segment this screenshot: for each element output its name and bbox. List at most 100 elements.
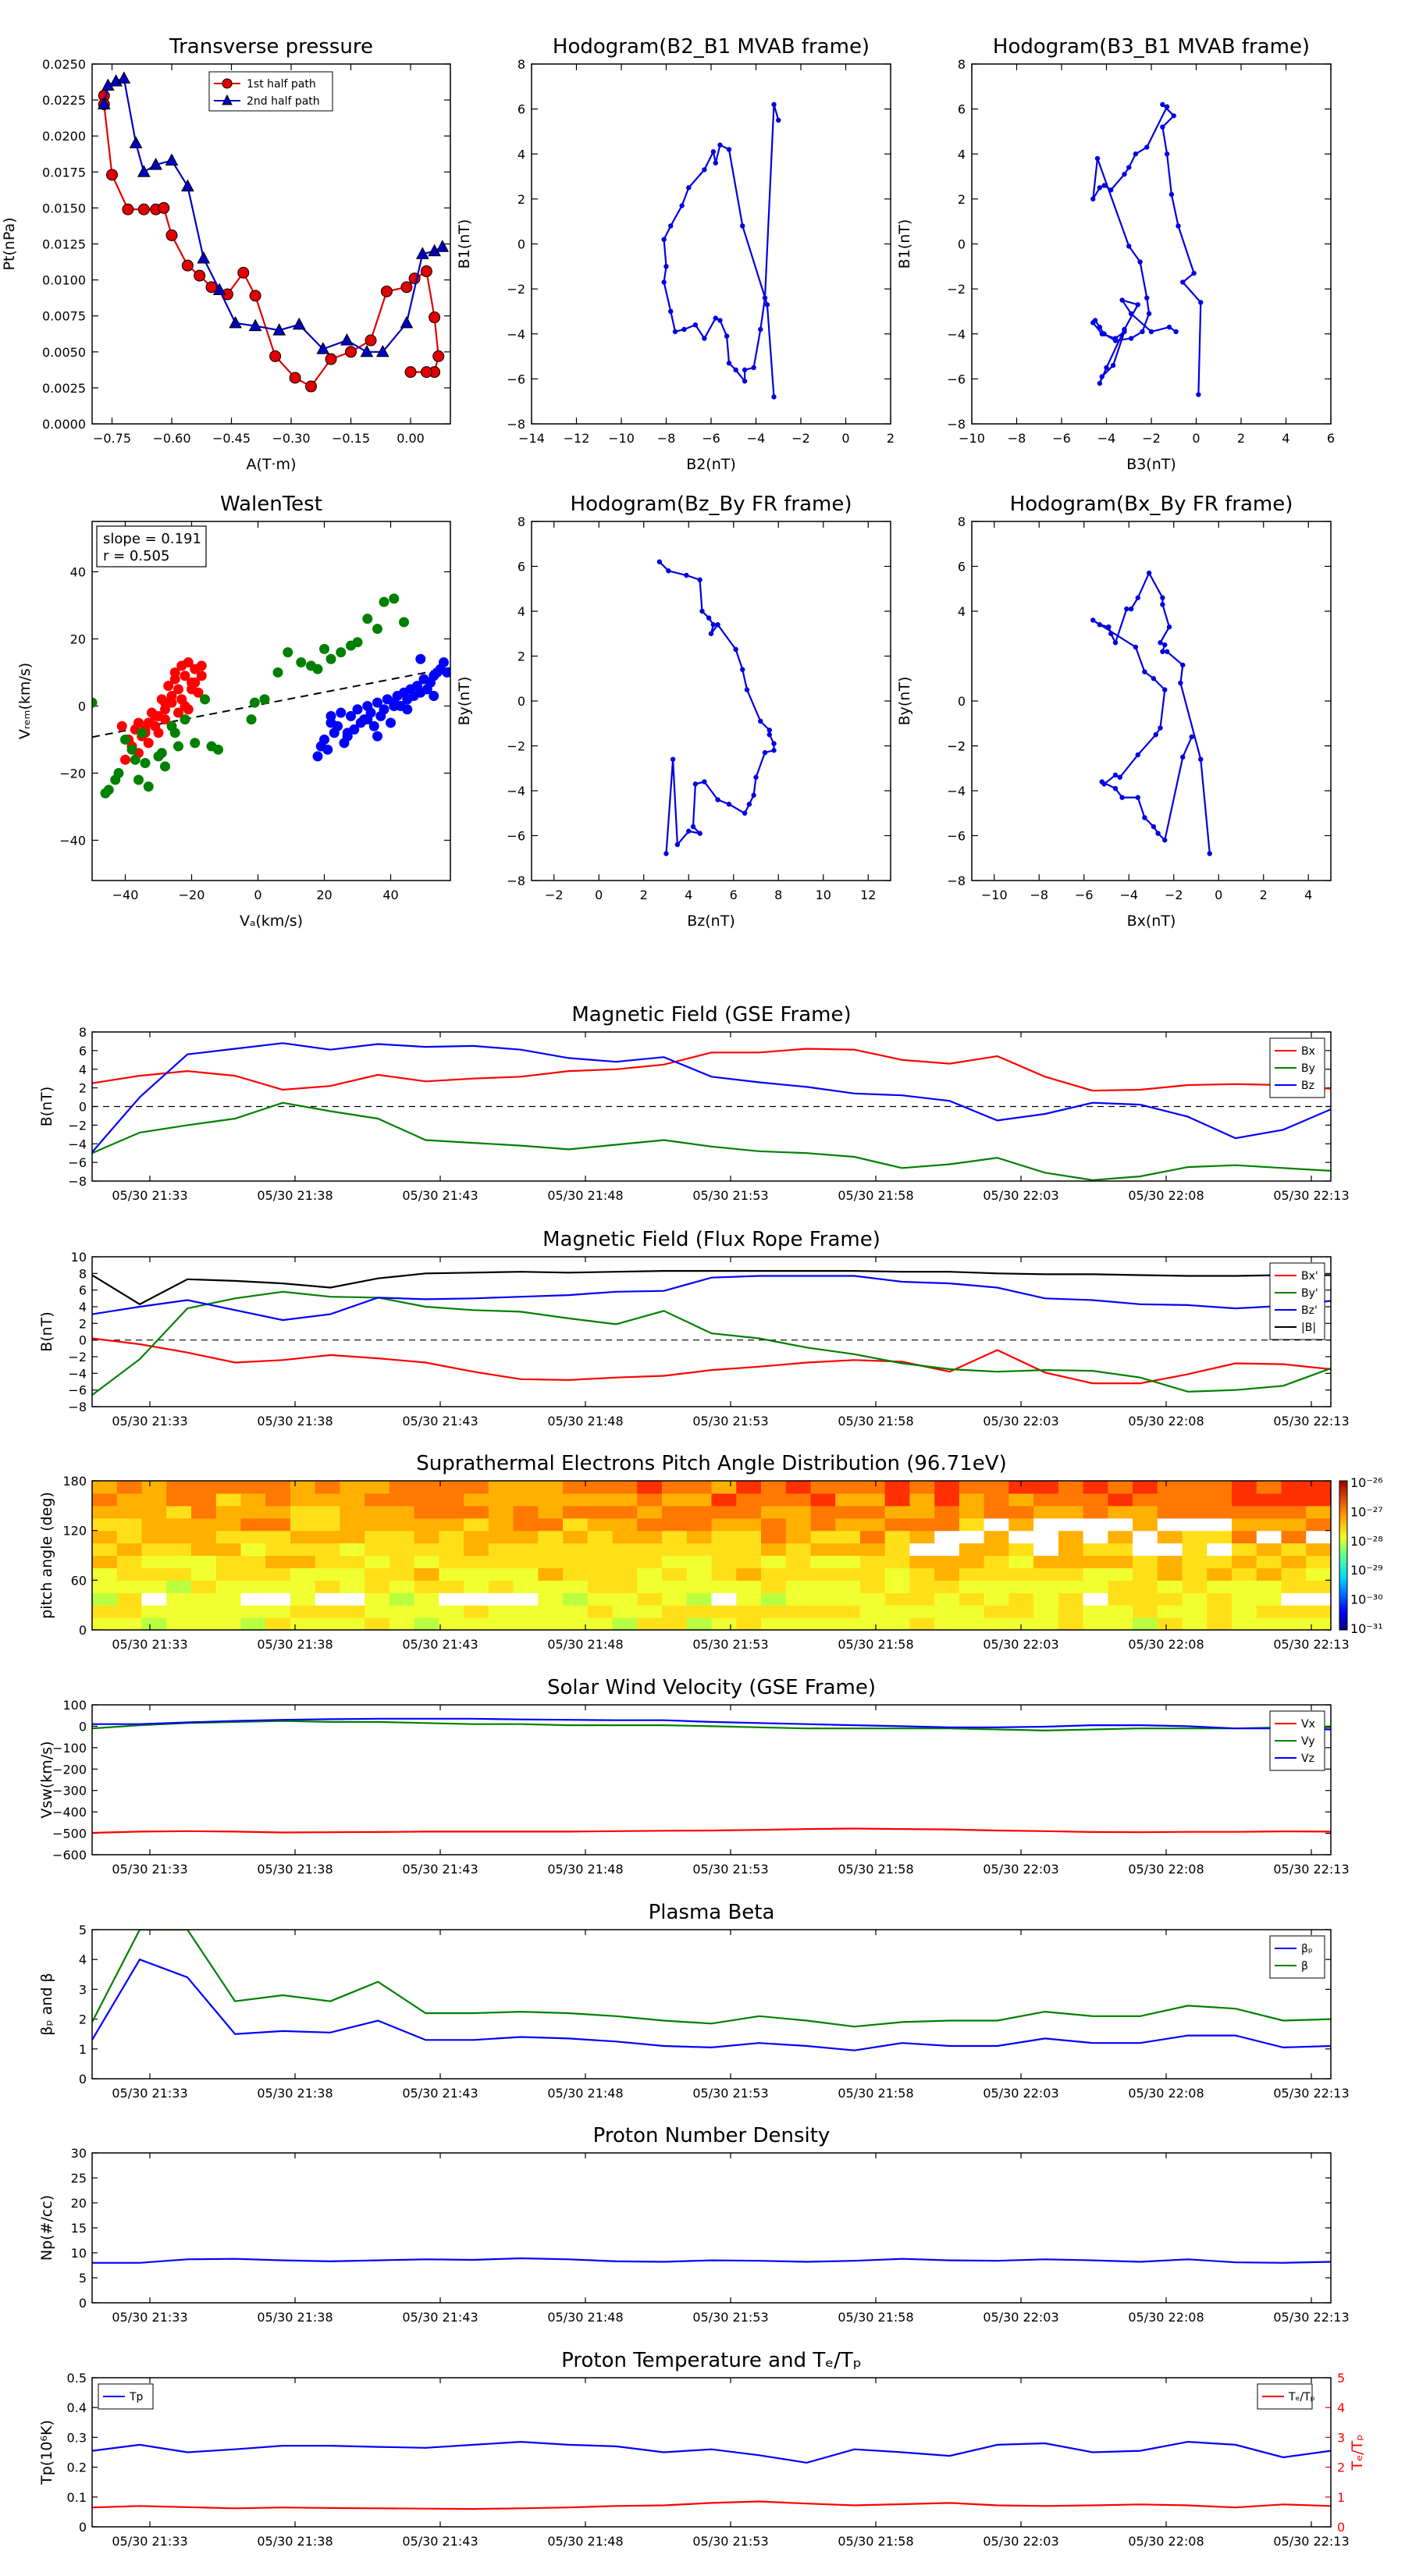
mag_fr-lines	[92, 1269, 1331, 1396]
walen-annotation-box	[96, 525, 207, 568]
pad-cell	[810, 1505, 836, 1519]
pad-cell	[835, 1493, 861, 1507]
walen-xtick-label: −40	[112, 888, 139, 902]
pad-cell	[934, 1481, 960, 1494]
mag_gse-ytick-label: −6	[68, 1155, 87, 1170]
pad-cell	[488, 1605, 514, 1618]
hodo_mvab_b3b1-point	[1196, 392, 1201, 397]
transverse-point	[415, 247, 429, 259]
pad-cell	[909, 1517, 935, 1532]
hodo_mvab_b2b1-point	[742, 379, 748, 384]
hodo_fr_bxby-point	[1135, 595, 1140, 600]
hodo_mvab_b3b1-point	[1099, 374, 1104, 379]
pad-cell	[240, 1580, 266, 1593]
hodo_fr_bzby-xtick-label: 8	[774, 888, 782, 902]
hodo_mvab_b3b1-point	[1126, 244, 1132, 249]
hodo_mvab_b3b1-ytick-label: −8	[947, 417, 966, 432]
pad-cell	[934, 1505, 960, 1519]
np-ytick-label: 15	[71, 2221, 87, 2236]
walen-point	[439, 657, 449, 668]
np-title: Proton Number Density	[593, 2124, 831, 2147]
walen-ytick-label: −20	[59, 766, 86, 781]
pad-cell	[365, 1481, 390, 1494]
beta-ytick-label: 5	[79, 1923, 87, 1937]
tp-legend-right-label: Tₑ/Tₚ	[1288, 2391, 1315, 2403]
pad-cell	[934, 1493, 960, 1507]
pad-cell	[1083, 1617, 1108, 1630]
pad-cell	[934, 1592, 960, 1606]
pad-cell	[513, 1617, 539, 1630]
pad-cell	[587, 1555, 614, 1569]
mag_gse-xtick-label: 05/30 22:08	[1128, 1188, 1204, 1203]
pad-cell	[1008, 1530, 1034, 1544]
pad-cell	[92, 1580, 118, 1593]
hodo_fr_bxby-series-hodogram	[1090, 570, 1212, 856]
pad-cell	[959, 1530, 985, 1544]
pad-cell	[414, 1517, 439, 1532]
pad-cell	[215, 1592, 242, 1606]
tp-ylabel-right: Tₑ/Tₚ	[1349, 2435, 1366, 2471]
pad-cell	[736, 1605, 762, 1618]
pad-cell	[141, 1592, 167, 1606]
hodo_fr_bxby-point	[1106, 624, 1112, 630]
hodo_mvab_b2b1-point	[740, 223, 745, 229]
pad-cell	[513, 1567, 539, 1581]
mag_gse-legend-label: By	[1301, 1062, 1315, 1075]
pad-cell	[1232, 1580, 1257, 1593]
pad-cell	[265, 1555, 291, 1569]
walen-point	[362, 614, 373, 624]
mag_gse-legend-label: Bx	[1301, 1045, 1315, 1058]
hodo_fr_bxby-point	[1112, 772, 1119, 778]
hodo_mvab_b3b1-xtick-label: −8	[1008, 431, 1026, 446]
pad-cell	[1232, 1493, 1257, 1507]
pad-cell	[760, 1555, 787, 1569]
pad-cell	[835, 1555, 861, 1569]
hodo_mvab_b3b1-point	[1097, 380, 1103, 386]
pad-cell	[166, 1592, 192, 1606]
transverse-ytick-label: 0.0225	[42, 93, 86, 108]
pad-cell	[984, 1481, 1009, 1494]
pad-colorbar-label: 10⁻²⁶	[1350, 1475, 1383, 1490]
hodo_fr_bzby-point	[744, 687, 750, 692]
pad-cell	[315, 1592, 340, 1606]
pad-cell	[1232, 1567, 1257, 1581]
pad-cell	[1133, 1567, 1158, 1581]
pad-cell	[1207, 1567, 1232, 1581]
transverse-xlabel: A(T·m)	[247, 456, 297, 473]
hodo_fr_bxby-point	[1180, 754, 1186, 760]
pad-cell	[92, 1481, 118, 1494]
mag_fr-series-|B|	[92, 1269, 1331, 1306]
pad-cell	[711, 1542, 737, 1557]
tp-lines	[92, 2440, 1331, 2510]
pad-cell	[1133, 1555, 1158, 1569]
pad-cell	[116, 1605, 143, 1618]
beta-xtick-label: 05/30 21:58	[838, 2086, 913, 2101]
pad-cell	[810, 1617, 836, 1630]
pad-ytick-label: 60	[71, 1573, 87, 1588]
pad-cell	[934, 1567, 960, 1581]
hodo_mvab_b2b1-xtick-label: 2	[887, 431, 895, 446]
hodo_fr_bxby-point	[1146, 570, 1152, 576]
transverse-point	[269, 350, 282, 362]
pad-cell	[1133, 1493, 1158, 1507]
pad-cell	[166, 1617, 192, 1630]
pad-cell	[513, 1493, 539, 1507]
pad-cell	[1232, 1542, 1257, 1557]
pad-cell	[959, 1493, 985, 1507]
vsw-series-Vy	[92, 1720, 1331, 1732]
pad-cell	[166, 1555, 192, 1569]
pad-cell	[414, 1592, 439, 1606]
pad-cell	[265, 1517, 291, 1532]
beta-series-βp	[92, 1958, 1331, 2051]
pad-cell	[1306, 1542, 1331, 1557]
pad-cell	[1207, 1605, 1232, 1618]
pad-cell	[340, 1617, 365, 1630]
hodo_mvab_b3b1-xtick-label: −4	[1097, 431, 1116, 446]
hodo_fr_bxby-ytick-label: 6	[958, 560, 966, 575]
pad-cell	[959, 1555, 985, 1569]
walen-point	[173, 707, 183, 718]
mag_gse-series-Bz	[92, 1042, 1331, 1153]
walen-point	[402, 704, 413, 715]
transverse-ytick-label: 0.0150	[42, 201, 86, 215]
hodo_fr_bxby-xtick-label: −6	[1075, 888, 1094, 902]
